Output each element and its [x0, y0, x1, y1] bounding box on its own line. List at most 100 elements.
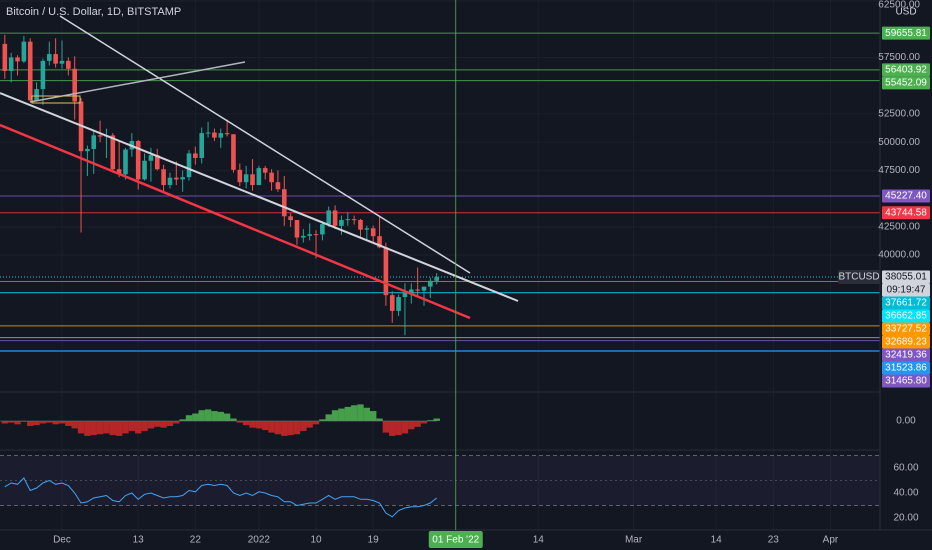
- momentum-bar: [350, 405, 358, 421]
- level-label: 31523.86: [885, 363, 927, 374]
- momentum-bar: [39, 421, 47, 424]
- level-label: 55452.09: [885, 77, 927, 88]
- drawings: [0, 15, 519, 320]
- candle-body: [186, 153, 192, 178]
- level-label: 43744.58: [885, 207, 927, 218]
- momentum-bar: [198, 410, 205, 421]
- level-label: 59655.81: [885, 28, 927, 39]
- momentum-bar: [166, 421, 174, 426]
- candle-body: [205, 132, 211, 134]
- momentum-bar: [236, 421, 244, 423]
- candle-body: [377, 236, 382, 248]
- momentum-bar: [192, 413, 199, 421]
- candle-body: [256, 168, 262, 186]
- momentum-bar: [147, 421, 155, 429]
- momentum-bar: [211, 411, 218, 421]
- level-label-bg: [882, 374, 930, 388]
- candle-body: [123, 149, 128, 175]
- candle-body: [275, 182, 281, 190]
- chart-title: Bitcoin / U.S. Dollar, 1D, BITSTAMP: [6, 6, 181, 18]
- candle-body: [307, 234, 312, 236]
- momentum-bar: [217, 411, 224, 421]
- candle-body: [370, 228, 376, 237]
- momentum-bar: [401, 421, 409, 434]
- candle-body: [154, 155, 160, 170]
- momentum-bar: [223, 413, 231, 421]
- momentum-bar: [376, 418, 383, 421]
- candle-body: [53, 54, 58, 64]
- candle-body: [313, 234, 319, 236]
- candle-body: [174, 177, 179, 180]
- candle-body: [193, 153, 198, 158]
- momentum-bar: [90, 421, 97, 436]
- candle-body: [421, 286, 427, 291]
- momentum-bar: [249, 421, 256, 428]
- momentum-bar: [109, 421, 116, 436]
- momentum-bar: [84, 421, 91, 436]
- candle-body: [34, 89, 39, 101]
- symbol-tag: BTCUSD: [838, 272, 879, 283]
- x-tick-label: Mar: [625, 535, 643, 546]
- candle-body: [243, 174, 249, 183]
- candle-body: [294, 220, 300, 238]
- momentum-bar: [312, 421, 320, 425]
- momentum-bar: [128, 421, 136, 431]
- level-label-bg: [882, 296, 930, 310]
- momentum-bar: [268, 421, 275, 433]
- level-label-bg: [882, 348, 930, 362]
- candle-body: [27, 41, 33, 101]
- momentum-bar: [433, 418, 440, 421]
- countdown-label: 09:19:47: [887, 285, 926, 296]
- momentum-bar: [173, 421, 180, 424]
- level-label: 32689.23: [885, 337, 927, 348]
- momentum-bar: [357, 404, 364, 421]
- candle-body: [218, 133, 224, 138]
- momentum-bar: [134, 421, 142, 434]
- momentum-bar: [344, 406, 351, 421]
- candle-body: [21, 41, 27, 62]
- momentum-bar: [179, 419, 186, 421]
- momentum-bar: [230, 418, 237, 421]
- candle-body: [332, 210, 338, 226]
- momentum-bar: [77, 421, 85, 434]
- trend-line: [59, 15, 471, 274]
- candle-body: [15, 57, 20, 62]
- x-tick-label: 22: [190, 535, 202, 546]
- candle-body: [358, 219, 363, 230]
- level-label-bg: [882, 26, 930, 40]
- countdown-label-bg: [882, 283, 930, 297]
- candle-body: [40, 60, 46, 90]
- candle-body: [301, 235, 306, 238]
- momentum-bar: [122, 421, 129, 434]
- currency-label: USD: [895, 7, 916, 18]
- momentum-bar: [58, 421, 66, 424]
- momentum-bar: [33, 421, 40, 426]
- momentum-bar: [420, 421, 428, 424]
- y-tick-label: 62500.00: [878, 0, 920, 11]
- candle-body: [199, 133, 205, 158]
- candle-body: [212, 132, 217, 138]
- current-price-label-bg: [882, 270, 930, 284]
- candle-body: [66, 60, 71, 69]
- candle-body: [72, 68, 77, 102]
- candle-body: [97, 135, 103, 137]
- level-label: 56403.92: [885, 64, 927, 75]
- momentum-bar: [274, 421, 282, 435]
- x-tick-label: 14: [711, 535, 723, 546]
- momentum-bar: [185, 415, 193, 421]
- momentum-bar: [71, 421, 78, 429]
- candle-body: [326, 210, 332, 225]
- y-tick-label: 20.00: [893, 513, 918, 524]
- crosshair-label-bg: [428, 531, 483, 548]
- level-label-bg: [882, 335, 930, 349]
- level-label: 45227.40: [885, 191, 927, 202]
- y-tick-label: 50000.00: [878, 137, 920, 148]
- x-tick-label: 19: [368, 535, 380, 546]
- candles: [2, 34, 439, 336]
- momentum-bar: [319, 419, 326, 421]
- momentum-bar: [408, 421, 415, 430]
- y-tick-label: 52500.00: [878, 109, 920, 120]
- momentum-bar: [281, 421, 288, 436]
- y-tick-label: 42500.00: [878, 221, 920, 232]
- candle-body: [142, 160, 147, 180]
